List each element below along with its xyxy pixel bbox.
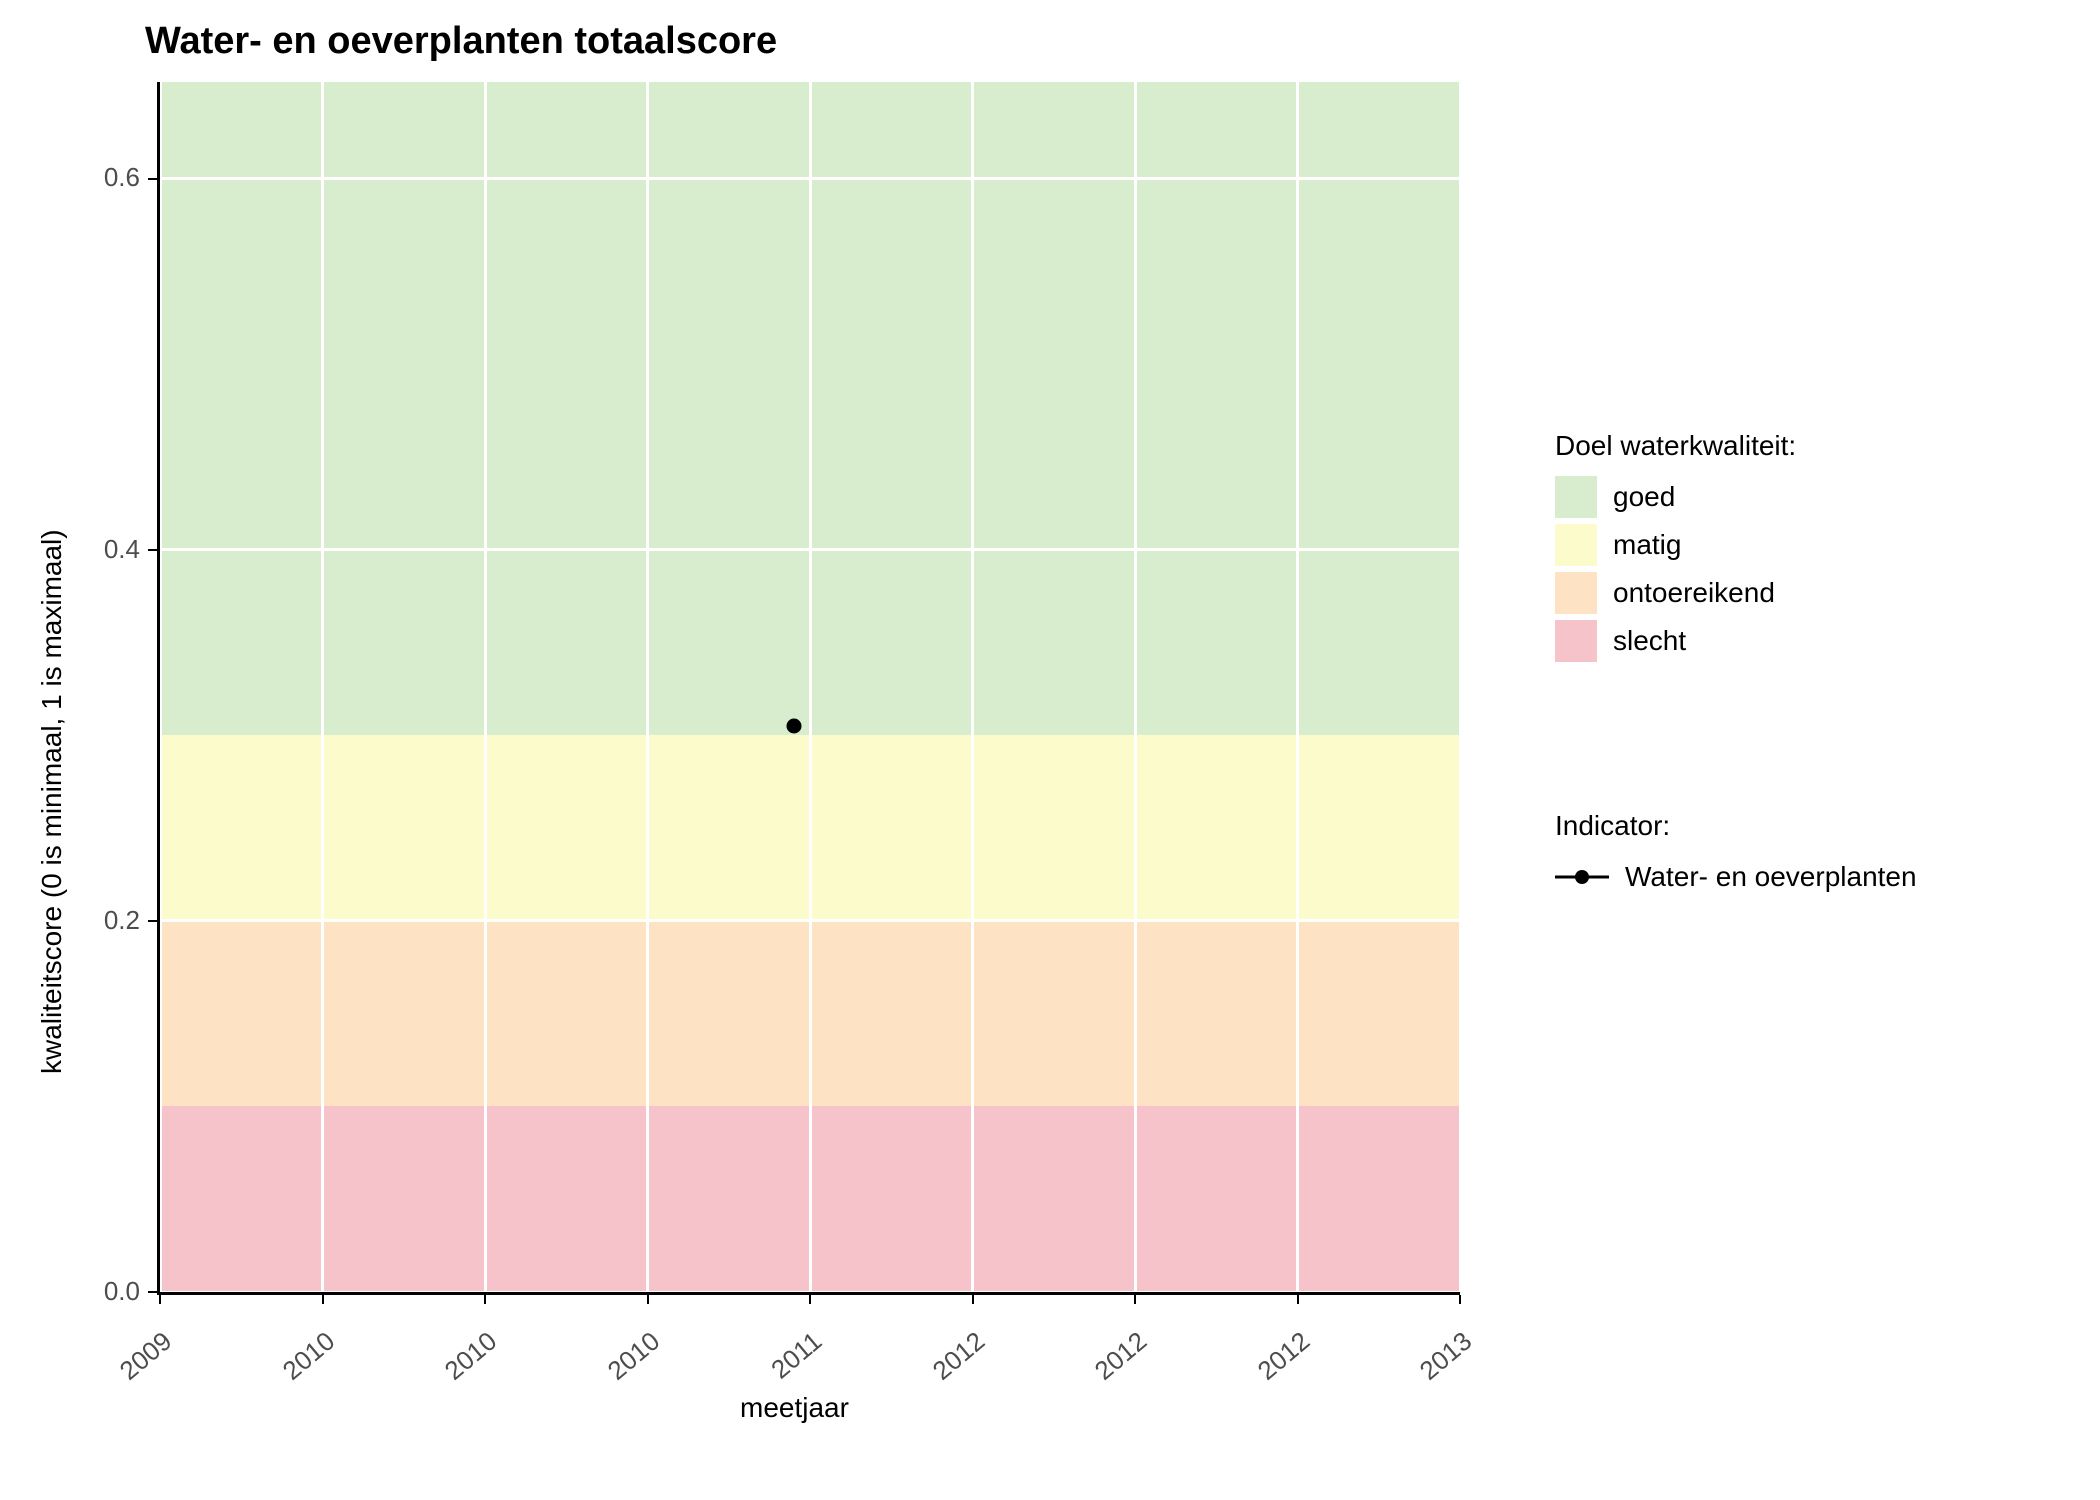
gridline-v <box>1296 82 1299 1292</box>
x-tick <box>647 1295 649 1304</box>
legend-label: ontoereikend <box>1613 577 1775 609</box>
gridline-v <box>1459 82 1461 1292</box>
y-tick-label: 0.2 <box>60 905 140 936</box>
y-axis-label: kwaliteitscore (0 is minimaal, 1 is maxi… <box>36 530 68 1075</box>
x-tick <box>322 1295 324 1304</box>
data-point <box>786 718 801 733</box>
legend-swatch <box>1555 572 1597 614</box>
chart-title: Water- en oeverplanten totaalscore <box>145 20 777 63</box>
x-tick-label: 2010 <box>422 1326 503 1401</box>
x-axis-label: meetjaar <box>740 1392 849 1424</box>
x-tick-label: 2009 <box>97 1326 178 1401</box>
x-tick-label: 2012 <box>1234 1326 1315 1401</box>
legend-quality: Doel waterkwaliteit: goed matig ontoereiken… <box>1555 430 1796 668</box>
legend-swatch <box>1555 476 1597 518</box>
y-axis-line <box>157 82 160 1295</box>
legend-label: slecht <box>1613 625 1686 657</box>
x-tick-label: 2013 <box>1397 1326 1478 1401</box>
legend-label: goed <box>1613 481 1675 513</box>
legend-item: goed <box>1555 476 1796 518</box>
gridline-v <box>321 82 324 1292</box>
y-tick <box>148 549 157 551</box>
gridline-v <box>646 82 649 1292</box>
legend-dot-icon <box>1575 870 1589 884</box>
y-tick-label: 0.6 <box>60 162 140 193</box>
x-tick-label: 2010 <box>259 1326 340 1401</box>
gridline-h <box>160 919 1460 922</box>
x-tick <box>1297 1295 1299 1304</box>
x-tick <box>1134 1295 1136 1304</box>
legend-item: matig <box>1555 524 1796 566</box>
gridline-v <box>484 82 487 1292</box>
gridline-v <box>809 82 812 1292</box>
gridline-h <box>160 177 1460 180</box>
x-tick-label: 2012 <box>1072 1326 1153 1401</box>
gridline-v <box>160 82 162 1292</box>
legend-item: ontoereikend <box>1555 572 1796 614</box>
plot-area <box>160 82 1460 1292</box>
x-tick-label: 2010 <box>584 1326 665 1401</box>
legend-item: slecht <box>1555 620 1796 662</box>
legend-label: Water- en oeverplanten <box>1625 861 1917 893</box>
legend-swatch <box>1555 524 1597 566</box>
y-tick-label: 0.4 <box>60 534 140 565</box>
legend-indicator-glyph <box>1555 856 1609 898</box>
x-tick-label: 2012 <box>909 1326 990 1401</box>
y-tick <box>148 1291 157 1293</box>
gridline-h <box>160 548 1460 551</box>
x-tick <box>159 1295 161 1304</box>
x-tick <box>1459 1295 1461 1304</box>
figure: Water- en oeverplanten totaalscore 0.0 0.… <box>0 0 2100 1500</box>
x-tick <box>972 1295 974 1304</box>
x-tick <box>484 1295 486 1304</box>
legend-indicator-title: Indicator: <box>1555 810 1917 842</box>
legend-item: Water- en oeverplanten <box>1555 856 1917 898</box>
y-tick <box>148 920 157 922</box>
x-tick <box>809 1295 811 1304</box>
legend-swatch <box>1555 620 1597 662</box>
y-tick-label: 0.0 <box>60 1276 140 1307</box>
legend-label: matig <box>1613 529 1681 561</box>
x-tick-label: 2011 <box>747 1326 828 1401</box>
gridline-v <box>1134 82 1137 1292</box>
y-tick <box>148 178 157 180</box>
legend-indicator: Indicator: Water- en oeverplanten <box>1555 810 1917 904</box>
legend-quality-title: Doel waterkwaliteit: <box>1555 430 1796 462</box>
gridline-v <box>971 82 974 1292</box>
